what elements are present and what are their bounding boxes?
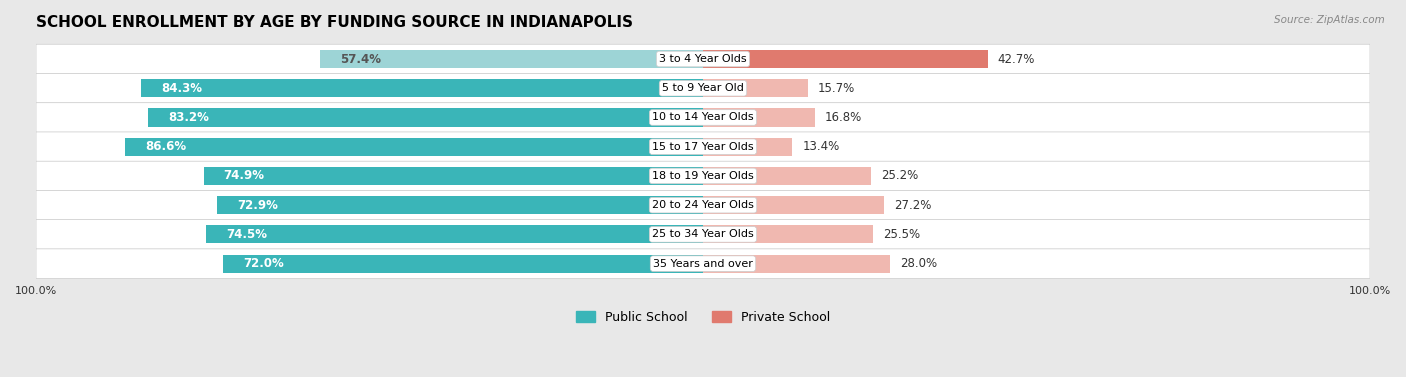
Text: 42.7%: 42.7% <box>998 52 1035 66</box>
Bar <box>125 138 703 156</box>
Bar <box>703 196 884 214</box>
Bar <box>207 225 703 244</box>
FancyBboxPatch shape <box>37 103 1369 132</box>
Text: 28.0%: 28.0% <box>900 257 936 270</box>
Bar <box>703 109 815 127</box>
Legend: Public School, Private School: Public School, Private School <box>571 305 835 328</box>
FancyBboxPatch shape <box>37 249 1369 278</box>
Text: SCHOOL ENROLLMENT BY AGE BY FUNDING SOURCE IN INDIANAPOLIS: SCHOOL ENROLLMENT BY AGE BY FUNDING SOUR… <box>37 15 633 30</box>
FancyBboxPatch shape <box>37 132 1369 161</box>
Text: 10 to 14 Year Olds: 10 to 14 Year Olds <box>652 112 754 123</box>
Bar <box>222 254 703 273</box>
Text: Source: ZipAtlas.com: Source: ZipAtlas.com <box>1274 15 1385 25</box>
Text: 13.4%: 13.4% <box>803 140 839 153</box>
Bar <box>703 254 890 273</box>
Text: 35 Years and over: 35 Years and over <box>652 259 754 269</box>
Text: 25.2%: 25.2% <box>882 169 918 182</box>
Text: 86.6%: 86.6% <box>145 140 187 153</box>
FancyBboxPatch shape <box>37 190 1369 220</box>
Text: 25 to 34 Year Olds: 25 to 34 Year Olds <box>652 230 754 239</box>
Text: 72.0%: 72.0% <box>243 257 284 270</box>
Text: 25.5%: 25.5% <box>883 228 920 241</box>
Text: 72.9%: 72.9% <box>236 199 278 211</box>
Bar <box>321 50 703 68</box>
FancyBboxPatch shape <box>37 220 1369 249</box>
Text: 83.2%: 83.2% <box>169 111 209 124</box>
Text: 57.4%: 57.4% <box>340 52 381 66</box>
Text: 20 to 24 Year Olds: 20 to 24 Year Olds <box>652 200 754 210</box>
Text: 16.8%: 16.8% <box>825 111 862 124</box>
FancyBboxPatch shape <box>37 161 1369 191</box>
Bar <box>148 109 703 127</box>
Bar <box>703 50 988 68</box>
FancyBboxPatch shape <box>37 74 1369 103</box>
Bar <box>204 167 703 185</box>
Text: 74.5%: 74.5% <box>226 228 267 241</box>
Bar <box>703 79 807 97</box>
Text: 84.3%: 84.3% <box>160 82 202 95</box>
Text: 27.2%: 27.2% <box>894 199 932 211</box>
Bar <box>703 167 872 185</box>
Text: 15.7%: 15.7% <box>818 82 855 95</box>
Text: 74.9%: 74.9% <box>224 169 264 182</box>
Text: 5 to 9 Year Old: 5 to 9 Year Old <box>662 83 744 93</box>
Bar <box>217 196 703 214</box>
Bar <box>141 79 703 97</box>
Bar <box>703 225 873 244</box>
Text: 3 to 4 Year Olds: 3 to 4 Year Olds <box>659 54 747 64</box>
Text: 15 to 17 Year Olds: 15 to 17 Year Olds <box>652 142 754 152</box>
FancyBboxPatch shape <box>37 44 1369 74</box>
Bar <box>703 138 793 156</box>
Text: 18 to 19 Year Olds: 18 to 19 Year Olds <box>652 171 754 181</box>
